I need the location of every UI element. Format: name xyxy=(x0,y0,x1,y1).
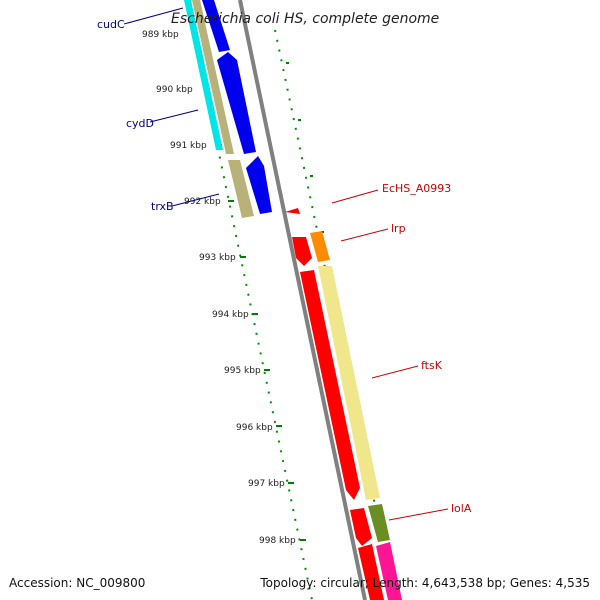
gene-block-cyan xyxy=(184,0,223,150)
gene-block-orange xyxy=(310,231,330,262)
tick-axis-left xyxy=(186,0,313,600)
tick-label: 997 kbp xyxy=(248,479,285,489)
gene-block-khaki-2 xyxy=(228,160,254,218)
gene-label-cydd: cydD xyxy=(126,117,154,130)
gene-block-blue-2 xyxy=(217,52,256,154)
gene-block-red-end xyxy=(358,544,384,600)
gene-label-cudc: cudC xyxy=(97,18,125,31)
gene-label-lola: lolA xyxy=(451,502,472,515)
gene-label-ftsk: ftsK xyxy=(421,359,443,372)
gene-label-lrp: lrp xyxy=(391,222,406,235)
gene-block-red-ftsk xyxy=(300,270,360,500)
tick-label: 989 kbp xyxy=(142,30,179,40)
tick-label: 996 kbp xyxy=(236,423,273,433)
gene-block-pink xyxy=(376,542,402,600)
tick-label: 992 kbp xyxy=(184,197,221,207)
leader-line-trxb xyxy=(171,193,220,207)
gene-label-echs-a0993: EcHS_A0993 xyxy=(382,182,451,195)
gene-block-red-small xyxy=(285,208,300,214)
genome-backbone xyxy=(238,0,367,600)
gene-block-blue-1 xyxy=(202,0,230,52)
leader-line-cudc xyxy=(123,7,184,25)
tick-label: 990 kbp xyxy=(156,85,193,95)
genome-title: Escherichia coli HS, complete genome xyxy=(171,11,439,27)
gene-block-khaki xyxy=(192,0,234,154)
leader-line-lola xyxy=(388,508,449,521)
leader-line-echs xyxy=(331,189,379,204)
tick-label: 998 kbp xyxy=(259,536,296,546)
gene-block-olive xyxy=(368,504,390,542)
gene-block-red-bottom xyxy=(350,508,372,546)
gene-label-trxb: trxB xyxy=(151,200,174,213)
leader-line-cydd xyxy=(149,109,199,123)
tick-label: 994 kbp xyxy=(212,310,249,320)
gene-block-yellow-ftsk xyxy=(318,266,380,500)
leader-line-ftsk xyxy=(371,365,419,379)
gene-block-red-lrp xyxy=(292,237,312,266)
gene-block-blue-3 xyxy=(246,156,272,214)
leader-line-lrp xyxy=(340,228,389,242)
tick-label: 993 kbp xyxy=(199,253,236,263)
topology-label: Topology: circular; Length: 4,643,538 bp… xyxy=(260,576,590,590)
tick-label: 991 kbp xyxy=(170,141,207,151)
accession-label: Accession: NC_009800 xyxy=(9,576,146,590)
tick-label: 995 kbp xyxy=(224,366,261,376)
